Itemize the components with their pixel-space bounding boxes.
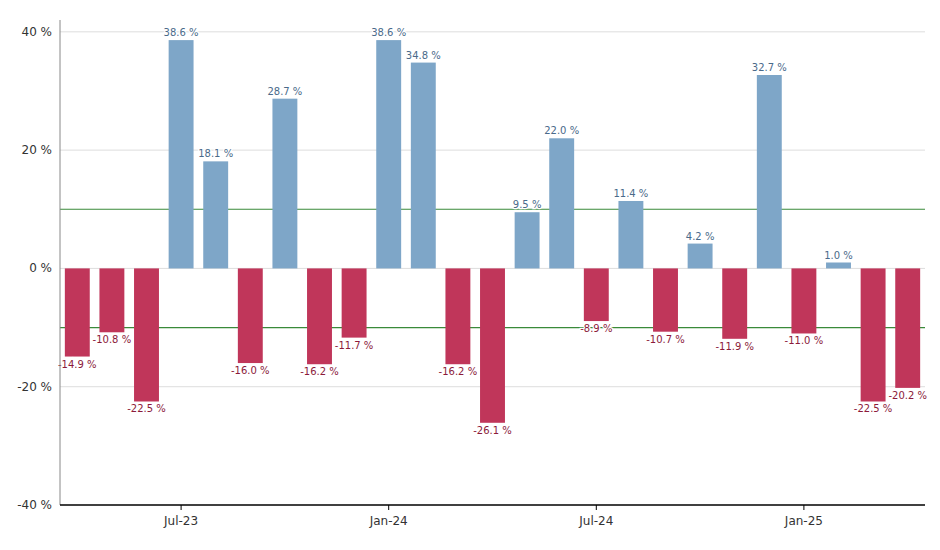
data-label: -11.0 % — [785, 335, 824, 346]
bar — [376, 40, 401, 268]
x-tick — [181, 505, 182, 510]
bar — [99, 268, 124, 332]
data-label: -26.1 % — [473, 425, 512, 436]
data-label: -16.2 % — [439, 366, 478, 377]
data-label: 32.7 % — [752, 62, 787, 73]
bar — [895, 268, 920, 387]
plot-area — [60, 40, 925, 423]
bar — [722, 268, 747, 338]
chart: -14.9 % -10.8 % -22.5 % 38.6 % 18.1 % -16.0 %… — [0, 0, 940, 550]
bar — [791, 268, 816, 333]
bar — [203, 161, 228, 268]
data-label: 34.8 % — [406, 50, 441, 61]
bar — [169, 40, 194, 268]
axes: -40 % -20 % 0 % 20 % 40 % Jul-23 Jan-24 Jul-24 J… — [17, 20, 925, 528]
bar — [480, 268, 505, 422]
data-label: -16.2 % — [300, 366, 339, 377]
bar — [688, 244, 713, 269]
y-tick-label: -20 % — [17, 380, 52, 394]
data-label: -22.5 % — [127, 403, 166, 414]
bar — [861, 268, 886, 401]
bar — [515, 212, 540, 268]
x-tick-label: Jan-24 — [369, 514, 408, 528]
data-label: 28.7 % — [267, 86, 302, 97]
data-label: -14.9 % — [58, 359, 97, 370]
y-tick-label: 40 % — [22, 25, 53, 39]
data-label: -10.7 % — [646, 334, 685, 345]
bar — [445, 268, 470, 364]
bar — [618, 201, 643, 268]
bar — [342, 268, 367, 337]
data-label: -11.7 % — [335, 340, 374, 351]
x-tick-label: Jan-25 — [784, 514, 823, 528]
bar — [272, 99, 297, 269]
bar — [653, 268, 678, 331]
x-tick — [596, 505, 597, 510]
bar — [826, 263, 851, 269]
data-label: 4.2 % — [686, 231, 715, 242]
data-label: 1.0 % — [824, 250, 853, 261]
data-label: 11.4 % — [613, 188, 648, 199]
data-label: 22.0 % — [544, 125, 579, 136]
y-tick-label: -40 % — [17, 498, 52, 512]
bar — [411, 63, 436, 269]
data-label: -22.5 % — [854, 403, 893, 414]
y-tick-label: 20 % — [22, 143, 53, 157]
y-axis-line — [60, 20, 61, 505]
bar — [65, 268, 90, 356]
bar — [757, 75, 782, 268]
data-label: -10.8 % — [93, 334, 132, 345]
data-label: -8.9 % — [580, 323, 612, 334]
data-label: 18.1 % — [198, 148, 233, 159]
data-label: 38.6 % — [164, 27, 199, 38]
data-label: -11.9 % — [715, 341, 754, 352]
bar — [584, 268, 609, 321]
x-tick-label: Jul-24 — [578, 514, 613, 528]
data-label: -20.2 % — [888, 390, 927, 401]
y-tick-label: 0 % — [29, 261, 52, 275]
data-label: -16.0 % — [231, 365, 270, 376]
data-label: 9.5 % — [513, 199, 542, 210]
x-tick — [388, 505, 389, 510]
bar — [134, 268, 159, 401]
data-labels: -14.9 % -10.8 % -22.5 % 38.6 % 18.1 % -16.0 %… — [58, 27, 927, 436]
bar — [549, 138, 574, 268]
x-tick-label: Jul-23 — [163, 514, 198, 528]
x-tick — [803, 505, 804, 510]
bar — [307, 268, 332, 364]
bar — [238, 268, 263, 363]
x-axis-line — [60, 504, 925, 506]
data-label: 38.6 % — [371, 27, 406, 38]
